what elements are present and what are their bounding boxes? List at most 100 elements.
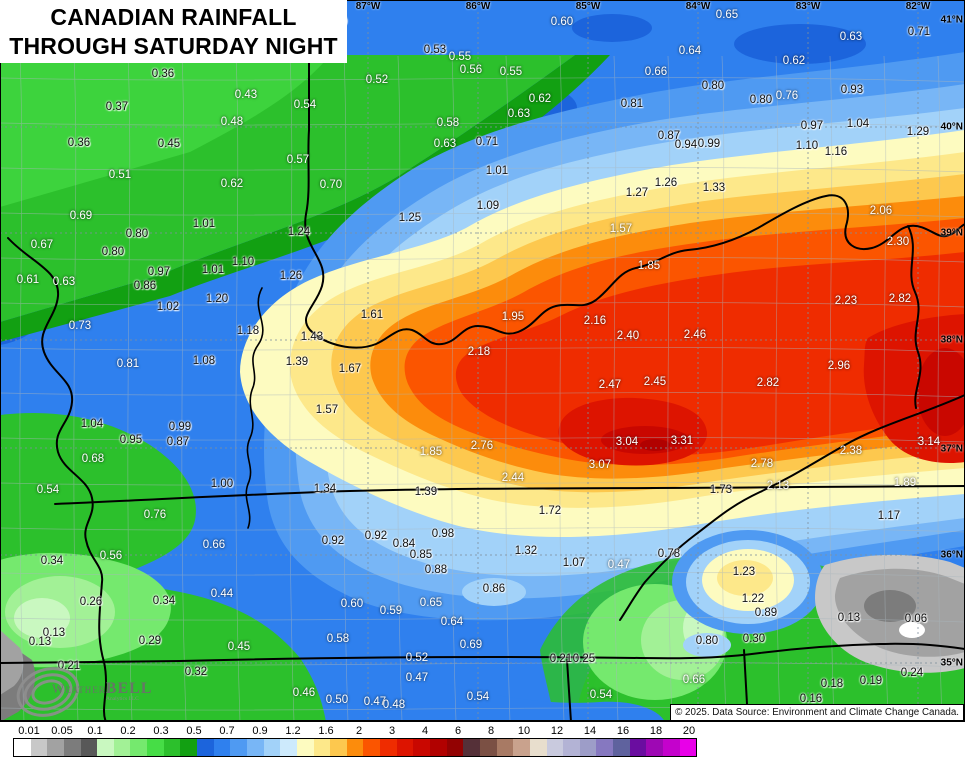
legend-swatch [646, 739, 663, 756]
rainfall-value: 1.17 [877, 510, 901, 522]
legend-tick-label: 0.2 [120, 725, 136, 737]
rainfall-value: 0.98 [431, 528, 455, 540]
latitude-label: 39°N [940, 227, 963, 239]
legend-swatch [163, 739, 181, 756]
rainfall-value: 0.65 [419, 597, 443, 609]
legend-tick-label: 0.3 [153, 725, 169, 737]
rainfall-value: 3.07 [588, 459, 612, 471]
rainfall-value: 1.01 [201, 264, 225, 276]
rainfall-value: 0.66 [202, 539, 226, 551]
legend-swatch [396, 739, 414, 756]
rainfall-value: 1.07 [562, 557, 586, 569]
rainfall-value: 0.95 [119, 434, 143, 446]
rainfall-value: 0.06 [904, 613, 928, 625]
rainfall-value: 1.67 [338, 363, 362, 375]
legend-swatch [296, 739, 314, 756]
rainfall-value: 1.57 [315, 404, 339, 416]
rainfall-value: 2.47 [598, 379, 622, 391]
rainfall-value: 2.30 [886, 236, 910, 248]
rainfall-value: 1.09 [476, 200, 500, 212]
rainfall-value: 0.69 [69, 210, 93, 222]
rainfall-value: 1.73 [709, 484, 733, 496]
rainfall-value: 0.36 [67, 137, 91, 149]
rainfall-value: 1.57 [609, 223, 633, 235]
rainfall-value: 3.04 [615, 436, 639, 448]
color-scale-legend: 0.01 0.05 0.1 0.2 0.3 0.5 0.7 0.9 1.2 1.6 2 3 4 6 8 10 1… [0, 722, 965, 758]
rainfall-value: 0.34 [40, 555, 64, 567]
legend-tick-label: 3 [388, 725, 396, 737]
legend-swatch [197, 739, 214, 756]
rainfall-value: 0.60 [340, 598, 364, 610]
rainfall-value: 0.80 [749, 94, 773, 106]
rainfall-value: 0.21 [57, 660, 81, 672]
rainfall-value: 1.10 [231, 256, 255, 268]
rainfall-value: 0.21 [549, 653, 573, 665]
rainfall-value: 0.80 [101, 246, 125, 258]
rainfall-value: 0.29 [138, 635, 162, 647]
rainfall-value: 0.84 [392, 538, 416, 550]
rainfall-value: 0.64 [678, 45, 702, 57]
legend-tick-label: 0.9 [252, 725, 268, 737]
rainfall-value: 2.96 [827, 360, 851, 372]
longitude-label: 82°W [905, 1, 931, 12]
rainfall-value: 1.24 [287, 226, 311, 238]
rainfall-value: 0.62 [528, 93, 552, 105]
rainfall-value: 1.18 [236, 325, 260, 337]
longitude-label: 87°W [355, 1, 381, 12]
legend-swatch [63, 739, 81, 756]
logo-word1: Weather [52, 681, 106, 696]
legend-swatch [230, 739, 247, 756]
rainfall-value: 0.26 [79, 596, 103, 608]
rainfall-value: 0.52 [365, 74, 389, 86]
rainfall-value: 0.86 [482, 583, 506, 595]
rainfall-value: 1.85 [637, 260, 661, 272]
rainfall-value: 2.06 [869, 205, 893, 217]
rainfall-value: 0.87 [166, 436, 190, 448]
rainfall-value: 0.92 [364, 530, 388, 542]
rainfall-value: 1.23 [732, 566, 756, 578]
rainfall-value: 1.01 [485, 165, 509, 177]
rainfall-value: 0.81 [620, 98, 644, 110]
legend-swatch [579, 739, 597, 756]
legend-tick-label: 8 [487, 725, 495, 737]
legend-swatch [513, 739, 530, 756]
rainfall-value: 0.44 [210, 588, 234, 600]
rainfall-value: 1.04 [80, 418, 104, 430]
rainfall-value: 0.46 [292, 687, 316, 699]
rainfall-value: 2.46 [683, 329, 707, 341]
rainfall-value: 1.34 [313, 483, 337, 495]
title-line-2: THROUGH SATURDAY NIGHT [9, 32, 338, 59]
legend-swatch [363, 739, 381, 756]
rainfall-value: 0.37 [105, 101, 129, 113]
legend-swatch [130, 739, 148, 756]
rainfall-value: 1.39 [285, 356, 309, 368]
rainfall-value: 0.16 [799, 693, 823, 705]
legend-swatch [380, 739, 397, 756]
attribution: © 2025. Data Source: Environment and Cli… [670, 704, 964, 721]
legend-swatch [147, 739, 164, 756]
rainfall-value: 1.10 [795, 140, 819, 152]
rainfall-value: 0.19 [859, 675, 883, 687]
latitude-label: 37°N [940, 443, 963, 455]
rainfall-value: 0.80 [701, 80, 725, 92]
latitude-label: 36°N [940, 549, 963, 561]
rainfall-value: 0.59 [379, 605, 403, 617]
rainfall-value: 0.89 [754, 607, 778, 619]
legend-swatch [346, 739, 364, 756]
rainfall-value: 0.56 [459, 64, 483, 76]
legend-swatch [313, 739, 331, 756]
rainfall-value: 1.26 [654, 177, 678, 189]
rainfall-value: 0.87 [657, 130, 681, 142]
legend-tick-label: 10 [517, 725, 531, 737]
rainfall-value: 0.62 [220, 178, 244, 190]
rainfall-value: 0.55 [499, 66, 523, 78]
legend-tick-label: 0.7 [219, 725, 235, 737]
rainfall-value: 0.47 [363, 696, 387, 708]
legend-swatch [596, 739, 614, 756]
legend-swatch [479, 739, 497, 756]
rainfall-value: 2.45 [643, 376, 667, 388]
rainfall-value: 1.00 [210, 478, 234, 490]
rainfall-value: 0.55 [448, 51, 472, 63]
rainfall-value: 0.69 [459, 639, 483, 651]
